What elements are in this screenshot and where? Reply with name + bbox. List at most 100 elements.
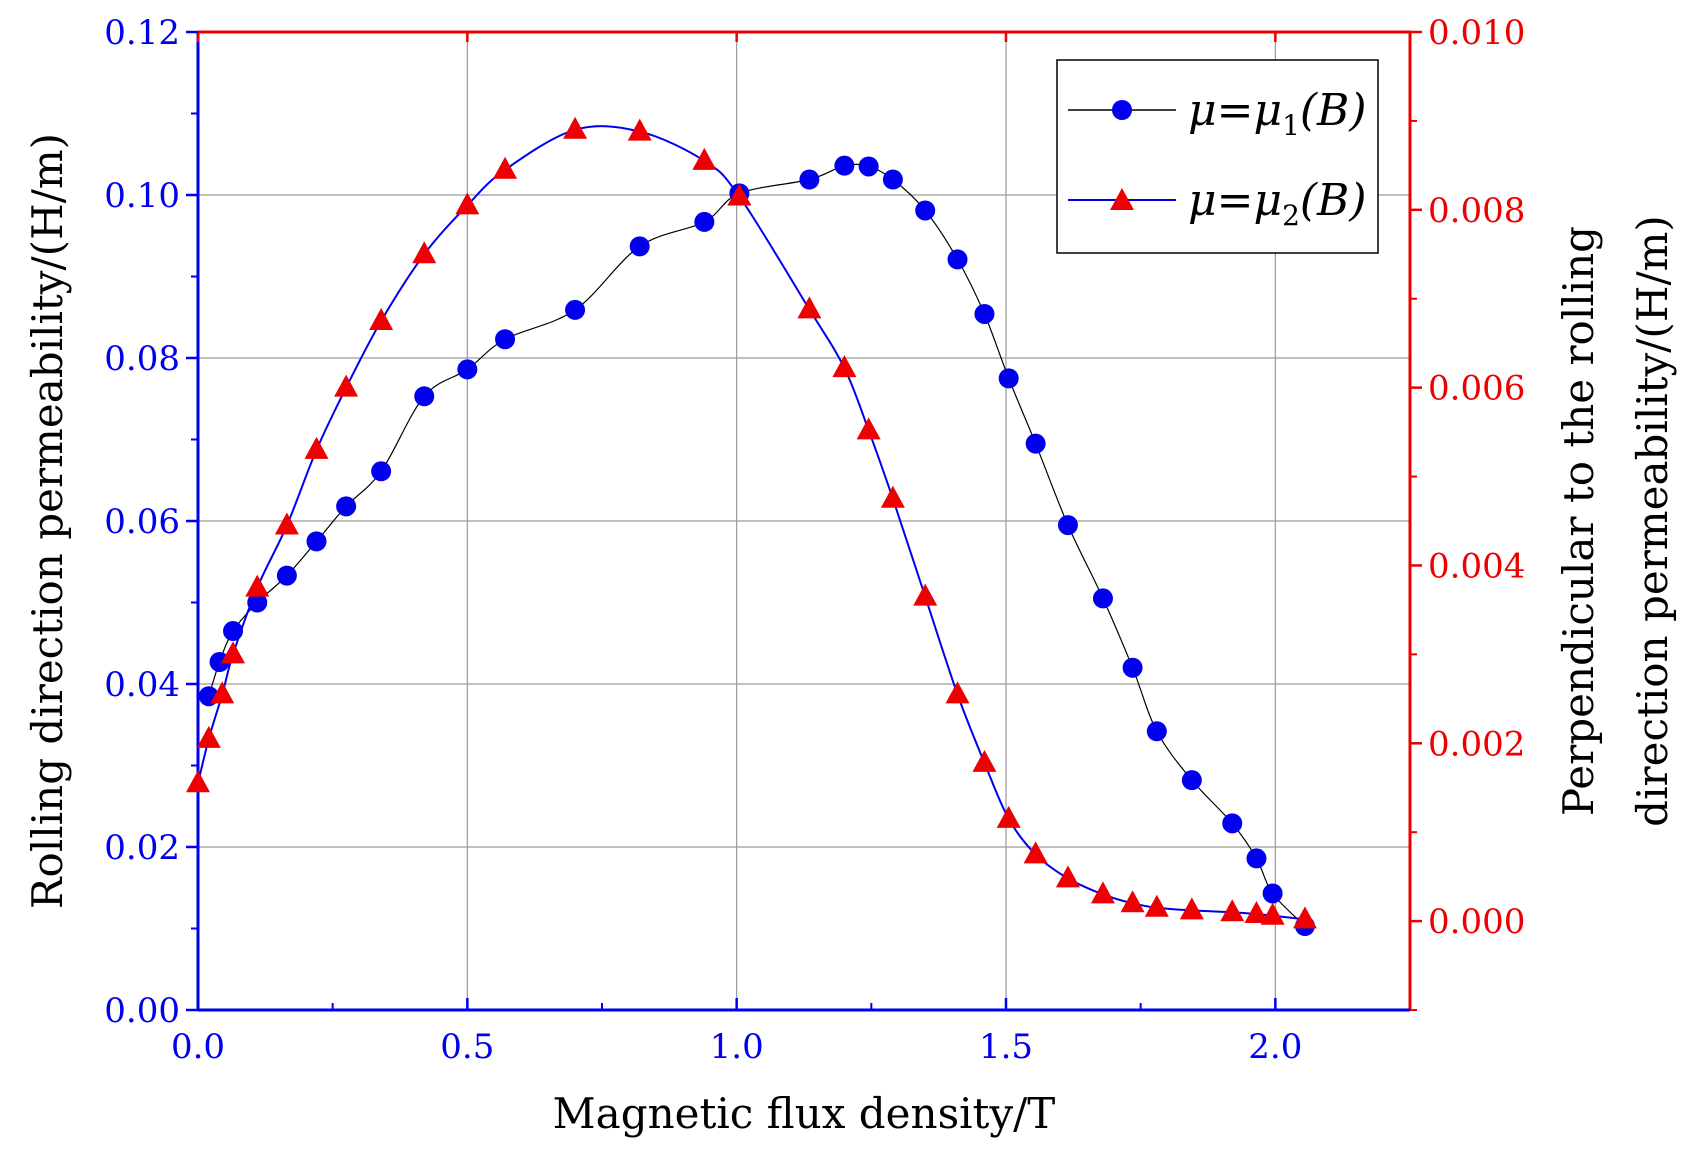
series2-point (1244, 900, 1269, 923)
y-left-tick-label: 0.10 (104, 176, 180, 216)
series2-point (727, 183, 752, 206)
legend-label-series1-suffix: (B) (1300, 85, 1367, 136)
series2-point (945, 681, 970, 704)
series2-point (692, 147, 717, 170)
y-left-tick-label: 0.00 (104, 991, 180, 1031)
series2-point (1120, 890, 1145, 913)
series2-point (1055, 865, 1080, 888)
series2-point (304, 436, 329, 459)
legend-marker-series1 (1112, 100, 1132, 120)
series1-point (247, 592, 268, 613)
y-right-tick-label: 0.006 (1428, 369, 1525, 409)
series2-point (832, 355, 857, 378)
series1-point (336, 496, 357, 517)
series1-point (1092, 588, 1113, 609)
y-right-axis-title-line1: Perpendicular to the rolling (1554, 226, 1603, 816)
series1-point (998, 368, 1019, 389)
series2-point (1144, 894, 1169, 917)
series (186, 116, 1317, 937)
series2-point (913, 583, 938, 606)
legend-box (1056, 59, 1379, 254)
series2-point (493, 156, 518, 179)
series1-point (1222, 813, 1243, 834)
y-right-tick-label: 0.004 (1428, 546, 1525, 586)
legend: μ=μ1(B) μ=μ2(B) (1056, 59, 1379, 254)
series1-point (629, 236, 650, 257)
legend-label-series2-base: μ=μ (1188, 175, 1282, 226)
y-left-tick-label: 0.08 (104, 339, 180, 379)
x-tick-label: 0.0 (171, 1027, 225, 1067)
series1-point (799, 169, 820, 190)
y-right-tick-label: 0.010 (1428, 13, 1525, 53)
series1-point (915, 200, 936, 221)
series1-point (694, 211, 715, 232)
y-right-tick-label: 0.000 (1428, 902, 1525, 942)
y-left-tick-label: 0.12 (104, 13, 180, 53)
series2-point (1260, 902, 1285, 925)
y-left-tick-label: 0.04 (104, 665, 180, 705)
series2-point (880, 485, 905, 508)
x-tick-label: 1.5 (979, 1027, 1033, 1067)
series1-point (1246, 848, 1267, 869)
x-tick-label: 0.5 (440, 1027, 494, 1067)
axes: 0.0 0.5 1.0 1.5 2.0 0.00 0.02 0.04 0.06 0.08 0.10 0… (104, 13, 1525, 1067)
series1-point (882, 169, 903, 190)
series1-point (1057, 515, 1078, 536)
series2-point (186, 770, 210, 793)
series1-point (1262, 883, 1283, 904)
series2-point (334, 374, 359, 397)
series1-point (414, 386, 435, 407)
series1-point (947, 249, 968, 270)
series1-point (1181, 770, 1202, 791)
series2-point (856, 417, 881, 440)
legend-marker-series2 (1110, 188, 1134, 210)
series1-point (223, 621, 244, 642)
series1-point (834, 155, 855, 176)
series2-point (563, 116, 588, 139)
x-tick-label: 1.0 (710, 1027, 764, 1067)
series2-point (797, 296, 822, 319)
series1-point (457, 359, 478, 380)
legend-label-series1-base: μ=μ (1188, 85, 1282, 136)
legend-label-series1: μ=μ1(B) (1188, 85, 1367, 142)
series2-point (996, 805, 1021, 828)
series1-point (1122, 657, 1143, 678)
series2-point (274, 512, 299, 535)
series1-point (1025, 433, 1046, 454)
series2-point (221, 641, 246, 664)
x-axis-title: Magnetic flux density/T (553, 1089, 1056, 1138)
series2-point (455, 192, 480, 215)
series1-point (858, 156, 879, 177)
y-left-tick-label: 0.06 (104, 502, 180, 542)
series1-point (1146, 721, 1167, 742)
series1-point (276, 565, 297, 586)
series2-point (972, 749, 997, 772)
y-right-tick-label: 0.008 (1428, 191, 1525, 231)
x-tick-label: 2.0 (1248, 1027, 1302, 1067)
y-right-axis-title-line2: direction permeability/(H/m) (1628, 215, 1677, 827)
series2-point (1090, 881, 1115, 904)
series2-point (1220, 899, 1245, 922)
series2-point (245, 574, 270, 597)
series2-point (210, 681, 235, 704)
series2-point (1179, 897, 1204, 920)
series1-point (974, 303, 995, 324)
series1-point (306, 531, 327, 552)
series1-point (565, 299, 586, 320)
series1-point (371, 461, 392, 482)
series2-point (196, 725, 221, 748)
series2-point (1292, 906, 1317, 929)
y-left-axis-title: Rolling direction permeability/(H/m) (23, 133, 72, 909)
series2-point (369, 307, 394, 330)
legend-label-series2-sub: 2 (1282, 199, 1300, 232)
series2-point (1023, 841, 1048, 864)
legend-label-series1-sub: 1 (1282, 109, 1300, 142)
legend-label-series2: μ=μ2(B) (1188, 175, 1367, 232)
y-left-tick-label: 0.02 (104, 828, 180, 868)
series2-point (627, 118, 652, 141)
series1-point (495, 329, 516, 350)
legend-label-series2-suffix: (B) (1300, 175, 1367, 226)
series2-point (412, 241, 437, 264)
y-right-tick-label: 0.002 (1428, 724, 1525, 764)
